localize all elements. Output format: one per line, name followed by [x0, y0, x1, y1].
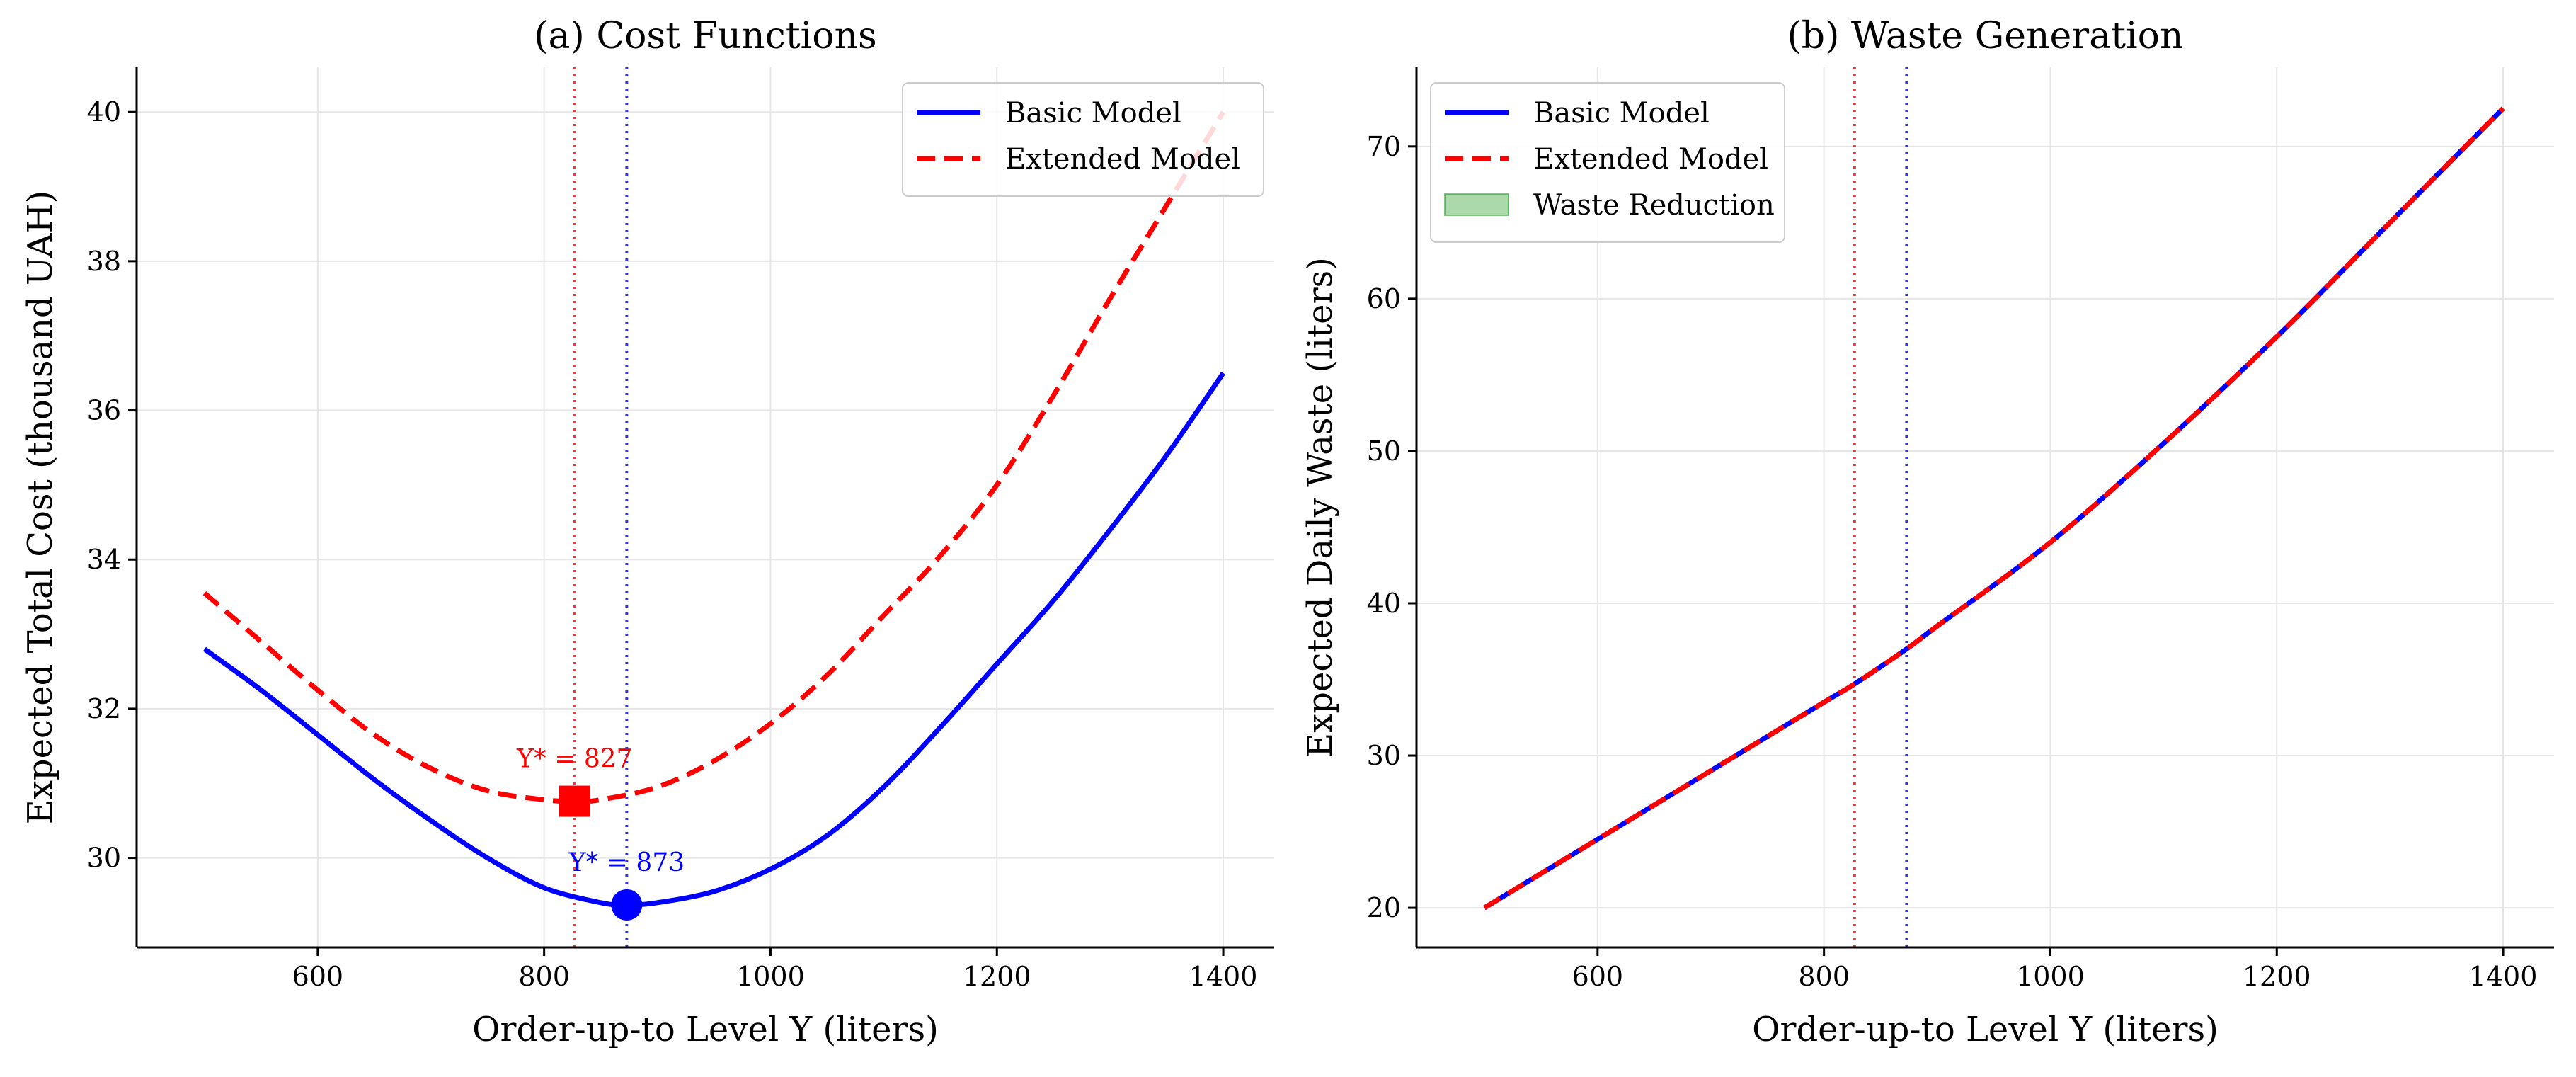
legend: Basic Model Extended Model Waste Reduction — [1430, 82, 1785, 243]
y-tick-label: 30 — [87, 843, 121, 874]
y-tick-label: 40 — [1367, 588, 1401, 619]
x-tick-label: 600 — [292, 961, 344, 992]
x-tick-label: 600 — [1572, 961, 1624, 992]
chart-panel-1: Y* = 873 Y* = 827 600 800 1000 1200 1400 30 32 34… — [21, 15, 1274, 1049]
y-tick-label: 50 — [1367, 435, 1401, 467]
x-tick-label: 1200 — [2243, 961, 2311, 992]
chart-title: (a) Cost Functions — [534, 15, 877, 57]
optimum-marker — [611, 889, 643, 921]
legend-box — [902, 82, 1264, 197]
x-tick-label: 1000 — [736, 961, 805, 992]
y-tick-label: 38 — [87, 246, 121, 277]
y-tick-label: 20 — [1367, 892, 1401, 923]
y-tick-label: 34 — [87, 544, 121, 575]
chart-title: (b) Waste Generation — [1787, 15, 2184, 57]
legend: Basic Model Extended Model — [902, 82, 1264, 197]
legend-label: Basic Model — [1005, 97, 1181, 130]
series-line-extended-model — [1483, 106, 2505, 911]
x-axis-label: Order-up-to Level Y (liters) — [1752, 1010, 2219, 1049]
legend-label: Extended Model — [1005, 143, 1240, 176]
legend-label: Extended Model — [1533, 143, 1768, 176]
x-axis-label: Order-up-to Level Y (liters) — [472, 1010, 939, 1049]
y-tick-label: 40 — [87, 96, 121, 127]
y-axis-label: Expected Total Cost (thousand UAH) — [21, 190, 60, 824]
legend-box — [1430, 82, 1785, 243]
legend-swatch — [1444, 193, 1509, 216]
y-tick-label: 30 — [1367, 740, 1401, 771]
x-tick-label: 1200 — [963, 961, 1031, 992]
legend-label: Waste Reduction — [1533, 189, 1775, 222]
x-tick-label: 800 — [518, 961, 570, 992]
y-tick-label: 70 — [1367, 131, 1401, 162]
y-tick-label: 32 — [87, 693, 121, 724]
x-tick-label: 1400 — [2469, 961, 2538, 992]
optimum-label: Y* = 827 — [516, 745, 633, 774]
x-tick-label: 1000 — [2016, 961, 2085, 992]
series-line-basic-model — [202, 371, 1225, 908]
legend-label: Basic Model — [1533, 97, 1710, 130]
series-line-extended-model — [202, 110, 1226, 804]
x-tick-label: 1400 — [1189, 961, 1258, 992]
y-axis-label: Expected Daily Waste (liters) — [1300, 257, 1340, 758]
y-tick-label: 36 — [87, 395, 121, 426]
y-tick-label: 60 — [1367, 283, 1401, 314]
optimum-label: Y* = 873 — [568, 848, 685, 877]
optimum-marker — [559, 785, 590, 817]
x-tick-label: 800 — [1798, 961, 1850, 992]
chart-panel-2: 600 800 1000 1200 1400 20 30 40 50 60 70 (b) Waste … — [1300, 15, 2554, 1049]
